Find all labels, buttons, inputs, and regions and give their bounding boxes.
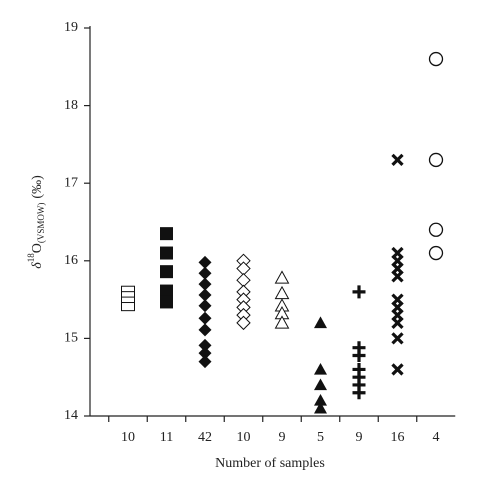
marker [428, 245, 444, 261]
marker [428, 222, 444, 237]
marker [198, 288, 212, 302]
y-tick-label: 14 [64, 408, 78, 423]
x-tick-label: 16 [391, 430, 405, 445]
marker [391, 270, 404, 283]
marker [274, 270, 290, 284]
marker [314, 316, 327, 329]
x-tick-label: 5 [317, 430, 324, 445]
marker [160, 295, 173, 309]
y-axis-label: δ18O(VSMOW)(‰) [26, 175, 46, 269]
x-tick-label: 4 [433, 430, 440, 445]
marker [198, 277, 212, 291]
marker [198, 338, 212, 352]
marker [428, 51, 444, 67]
marker [314, 401, 327, 414]
marker [198, 346, 212, 360]
x-tick-label: 10 [237, 430, 251, 445]
marker [236, 315, 251, 331]
marker [428, 152, 444, 168]
marker [160, 284, 173, 298]
marker [198, 311, 212, 325]
x-tick-label: 10 [121, 430, 135, 445]
marker [314, 362, 327, 375]
marker [274, 315, 290, 329]
marker [198, 355, 212, 369]
marker [121, 302, 135, 312]
marker [198, 323, 212, 337]
marker [314, 393, 327, 406]
marker [274, 285, 290, 300]
marker [198, 266, 212, 280]
y-tick-label: 15 [64, 331, 78, 346]
marker [391, 316, 404, 330]
y-tick-label: 17 [64, 175, 78, 190]
marker [391, 153, 404, 167]
y-tick-label: 19 [64, 20, 78, 35]
x-tick-label: 9 [356, 430, 363, 445]
marker [198, 255, 212, 269]
x-tick-label: 11 [160, 430, 173, 445]
y-tick-label: 16 [64, 253, 78, 268]
marker [391, 363, 404, 376]
x-axis-label: Number of samples [215, 456, 325, 471]
y-tick-label: 18 [64, 98, 78, 113]
marker [352, 348, 366, 362]
marker [314, 378, 327, 391]
marker [160, 227, 173, 241]
x-tick-label: 9 [279, 430, 286, 445]
marker [352, 285, 366, 299]
marker [198, 299, 212, 313]
marker [391, 332, 404, 345]
marker [160, 265, 173, 279]
marker [160, 246, 173, 260]
marker [352, 386, 366, 400]
x-tick-label: 42 [198, 430, 212, 445]
